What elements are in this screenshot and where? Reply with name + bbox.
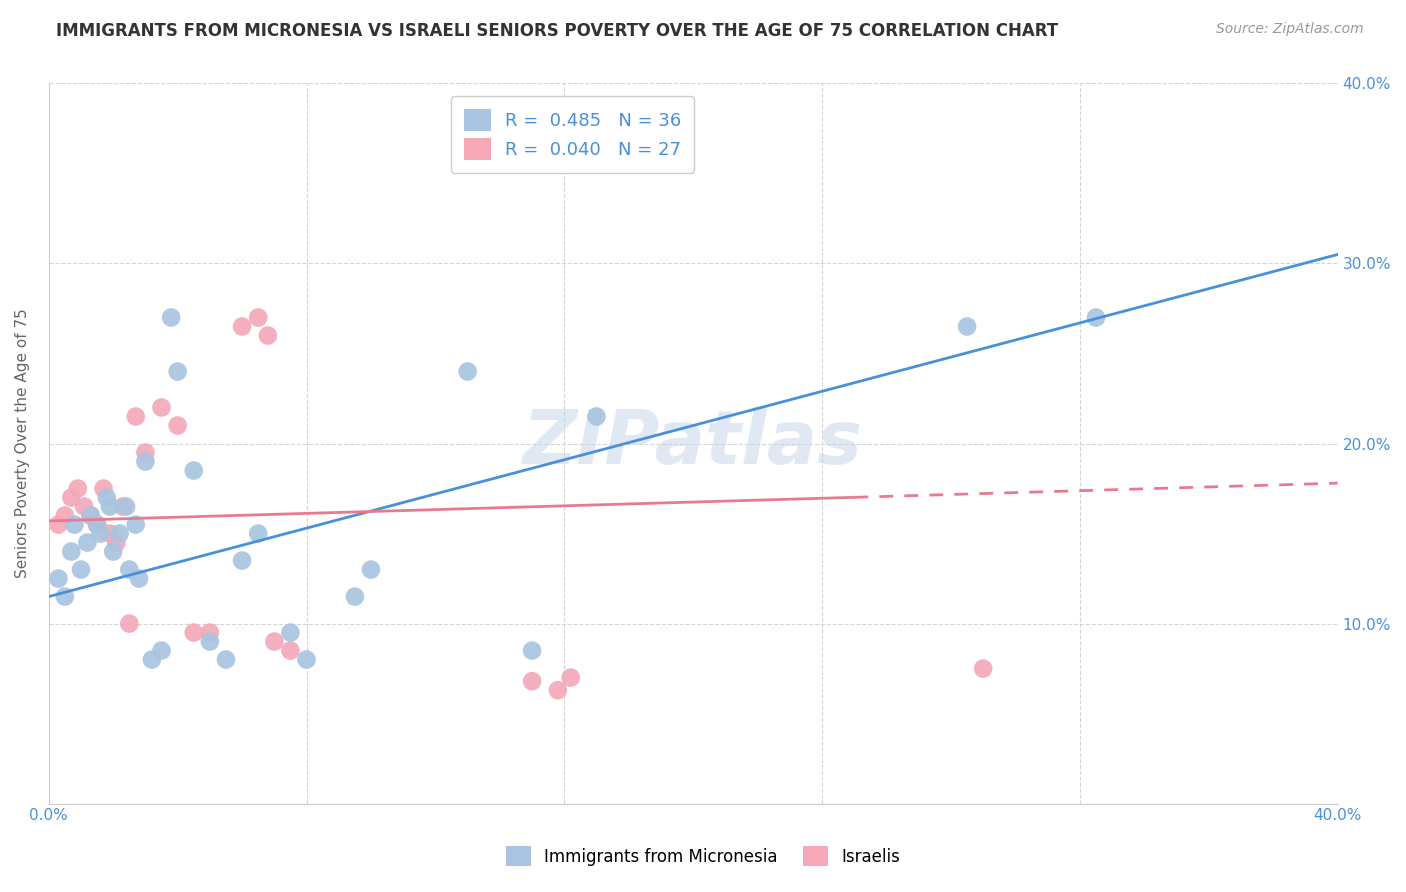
Point bbox=[111, 500, 134, 514]
Point bbox=[60, 544, 83, 558]
Point bbox=[128, 572, 150, 586]
Point bbox=[280, 625, 302, 640]
Point bbox=[183, 625, 205, 640]
Text: Source: ZipAtlas.com: Source: ZipAtlas.com bbox=[1216, 22, 1364, 37]
Point bbox=[98, 526, 121, 541]
Point bbox=[70, 563, 93, 577]
Point bbox=[76, 535, 98, 549]
Point bbox=[89, 526, 111, 541]
Point bbox=[53, 590, 76, 604]
Point bbox=[79, 508, 101, 523]
Point bbox=[166, 364, 188, 378]
Y-axis label: Seniors Poverty Over the Age of 75: Seniors Poverty Over the Age of 75 bbox=[15, 309, 30, 578]
Point bbox=[247, 310, 270, 325]
Point bbox=[150, 643, 173, 657]
Point bbox=[231, 319, 253, 334]
Point bbox=[96, 491, 118, 505]
Point bbox=[73, 500, 96, 514]
Point bbox=[231, 553, 253, 567]
Point bbox=[520, 674, 543, 689]
Point bbox=[115, 500, 138, 514]
Point bbox=[520, 643, 543, 657]
Point bbox=[63, 517, 86, 532]
Point bbox=[150, 401, 173, 415]
Legend: R =  0.485   N = 36, R =  0.040   N = 27: R = 0.485 N = 36, R = 0.040 N = 27 bbox=[451, 96, 695, 173]
Point bbox=[105, 535, 128, 549]
Point bbox=[160, 310, 183, 325]
Point bbox=[125, 409, 148, 424]
Point bbox=[125, 517, 148, 532]
Point bbox=[1084, 310, 1107, 325]
Point bbox=[166, 418, 188, 433]
Point bbox=[118, 563, 141, 577]
Point bbox=[79, 508, 101, 523]
Point bbox=[86, 517, 108, 532]
Point bbox=[547, 683, 569, 698]
Point bbox=[118, 616, 141, 631]
Point bbox=[53, 508, 76, 523]
Point bbox=[48, 517, 70, 532]
Point bbox=[956, 319, 979, 334]
Point bbox=[280, 643, 302, 657]
Point bbox=[103, 544, 125, 558]
Point bbox=[457, 364, 479, 378]
Point bbox=[295, 652, 318, 666]
Text: IMMIGRANTS FROM MICRONESIA VS ISRAELI SENIORS POVERTY OVER THE AGE OF 75 CORRELA: IMMIGRANTS FROM MICRONESIA VS ISRAELI SE… bbox=[56, 22, 1059, 40]
Point bbox=[108, 526, 131, 541]
Point bbox=[198, 625, 221, 640]
Point bbox=[263, 634, 285, 648]
Point bbox=[247, 526, 270, 541]
Point bbox=[257, 328, 280, 343]
Point bbox=[86, 517, 108, 532]
Point bbox=[98, 500, 121, 514]
Point bbox=[141, 652, 163, 666]
Point bbox=[198, 634, 221, 648]
Point bbox=[215, 652, 238, 666]
Point bbox=[134, 445, 156, 459]
Point bbox=[66, 482, 89, 496]
Point bbox=[360, 563, 382, 577]
Point bbox=[60, 491, 83, 505]
Point bbox=[134, 454, 156, 468]
Point bbox=[585, 409, 607, 424]
Point bbox=[972, 662, 994, 676]
Point bbox=[183, 464, 205, 478]
Point bbox=[560, 671, 582, 685]
Point bbox=[93, 482, 115, 496]
Text: ZIPatlas: ZIPatlas bbox=[523, 407, 863, 480]
Legend: Immigrants from Micronesia, Israelis: Immigrants from Micronesia, Israelis bbox=[498, 838, 908, 875]
Point bbox=[343, 590, 366, 604]
Point bbox=[48, 572, 70, 586]
